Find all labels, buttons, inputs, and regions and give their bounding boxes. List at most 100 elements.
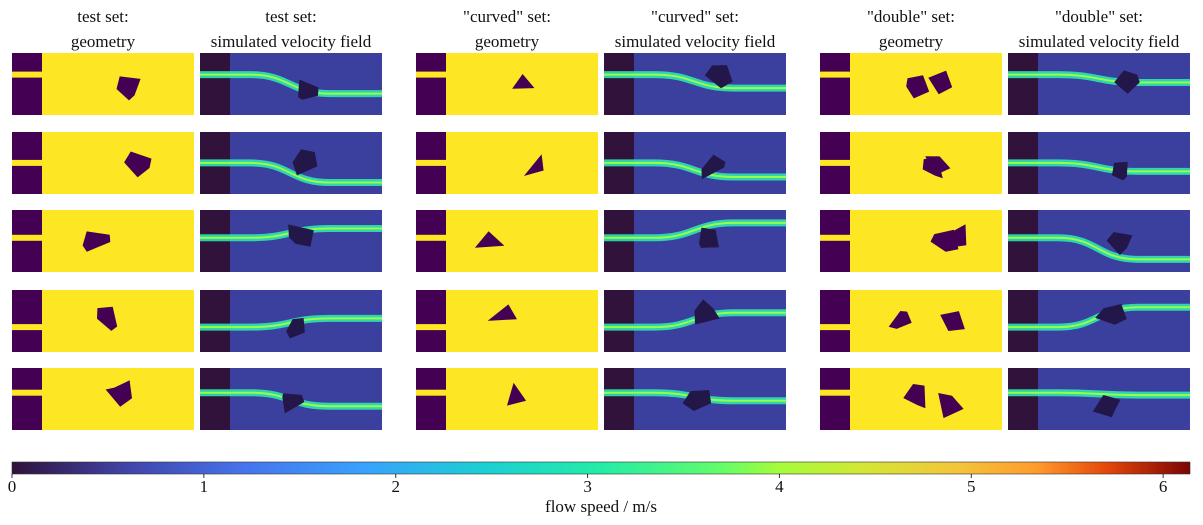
stream-core	[1008, 161, 1190, 173]
obstacle	[1092, 395, 1121, 418]
wall	[416, 290, 446, 352]
tick-label: 1	[200, 477, 209, 496]
obstacle	[282, 393, 305, 414]
inlet	[12, 159, 42, 166]
obstacle	[938, 393, 964, 419]
obstacle	[940, 311, 965, 331]
inlet	[820, 234, 850, 241]
tick-label: 5	[967, 477, 976, 496]
geometry-panel	[820, 210, 1002, 272]
stream-core	[1008, 236, 1190, 261]
obstacle	[928, 70, 953, 95]
column-title: test set:	[265, 7, 316, 26]
obstacle	[116, 76, 141, 101]
obstacle	[1111, 161, 1128, 181]
wall	[1008, 368, 1038, 430]
geometry-panel	[820, 132, 1002, 194]
obstacle	[944, 224, 967, 248]
wall	[1008, 290, 1038, 352]
wall	[12, 290, 42, 352]
tick-label: 2	[391, 477, 400, 496]
obstacle	[682, 390, 712, 411]
column-title: geometry	[475, 32, 540, 51]
stream-core	[200, 73, 382, 95]
colorbar	[11, 461, 1191, 475]
geometry-panel	[416, 368, 598, 430]
obstacle	[888, 311, 912, 329]
obstacle	[694, 299, 720, 325]
velocity-panel	[1008, 368, 1190, 430]
wall	[820, 368, 850, 430]
obstacle	[523, 154, 544, 176]
wall	[820, 290, 850, 352]
obstacle	[105, 380, 132, 407]
velocity-panel	[1008, 290, 1190, 352]
obstacle	[97, 306, 118, 331]
wall	[416, 53, 446, 115]
stream-core	[604, 311, 786, 329]
geometry-panel	[416, 290, 598, 352]
obstacle	[512, 74, 535, 89]
wall	[416, 210, 446, 272]
column-title: simulated velocity field	[211, 32, 372, 51]
inlet	[416, 234, 446, 241]
column-title: "double" set:	[867, 7, 955, 26]
inlet	[820, 324, 850, 331]
wall	[12, 53, 42, 115]
wall	[820, 53, 850, 115]
tick-label: 0	[8, 477, 17, 496]
obstacle	[474, 231, 505, 248]
column-title: simulated velocity field	[615, 32, 776, 51]
wall	[12, 368, 42, 430]
column-title: "double" set:	[1055, 7, 1143, 26]
wall	[1008, 53, 1038, 115]
tick-label: 3	[583, 477, 592, 496]
obstacle	[124, 151, 152, 178]
obstacle	[507, 382, 527, 406]
wall	[200, 290, 230, 352]
inlet	[12, 324, 42, 331]
inlet	[416, 324, 446, 331]
geometry-panel	[820, 290, 1002, 352]
geometry-panel	[12, 368, 194, 430]
wall	[12, 210, 42, 272]
wall	[416, 368, 446, 430]
obstacle	[292, 149, 318, 176]
obstacle	[487, 304, 517, 321]
inlet	[416, 389, 446, 396]
inlet	[416, 71, 446, 78]
obstacle	[699, 227, 719, 248]
obstacle	[925, 156, 951, 175]
geometry-panel	[416, 132, 598, 194]
wall	[820, 210, 850, 272]
stream-core	[200, 317, 382, 329]
column-title: test set:	[77, 7, 128, 26]
column-title: "curved" set:	[463, 7, 551, 26]
wall	[604, 368, 634, 430]
geometry-panel	[12, 132, 194, 194]
column-title: simulated velocity field	[1019, 32, 1180, 51]
wall	[604, 53, 634, 115]
inlet	[416, 159, 446, 166]
geometry-panel	[416, 210, 598, 272]
obstacle	[1106, 232, 1133, 256]
obstacle	[701, 154, 726, 180]
geometry-panel	[416, 53, 598, 115]
obstacle	[906, 75, 930, 99]
stream-core	[604, 73, 786, 90]
inlet	[820, 389, 850, 396]
obstacle	[1114, 70, 1140, 94]
obstacle	[298, 79, 319, 100]
stream-core	[200, 161, 382, 184]
column-title: geometry	[71, 32, 136, 51]
inlet	[820, 159, 850, 166]
wall	[200, 368, 230, 430]
wall	[200, 53, 230, 115]
obstacle	[903, 384, 926, 409]
stream-core	[604, 221, 786, 239]
obstacle	[288, 224, 314, 247]
column-title: geometry	[879, 32, 944, 51]
panels	[12, 53, 1190, 430]
obstacle	[82, 231, 111, 252]
